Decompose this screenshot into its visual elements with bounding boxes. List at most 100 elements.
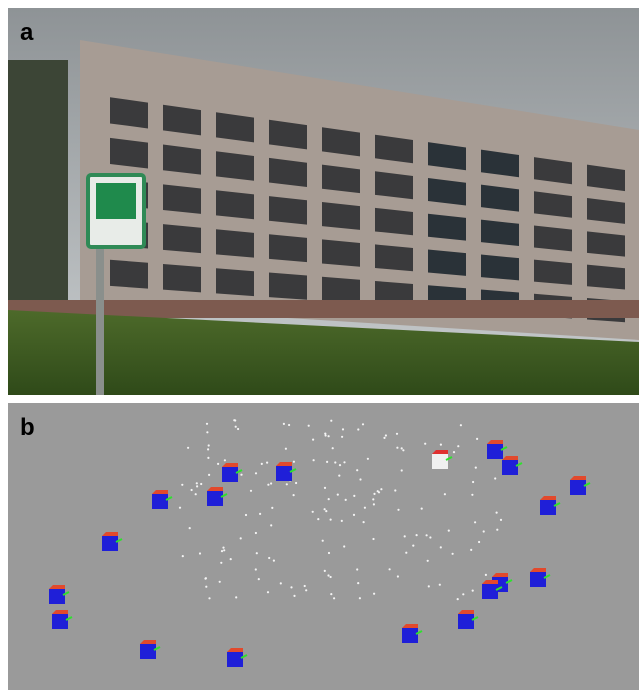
camera-body	[502, 460, 518, 475]
point	[332, 447, 334, 449]
camera-body	[402, 628, 418, 643]
point	[440, 546, 442, 548]
point	[362, 423, 364, 425]
point	[305, 589, 307, 591]
point	[200, 483, 202, 485]
window	[481, 220, 519, 246]
point	[261, 463, 263, 465]
point	[412, 545, 414, 547]
camera-body	[432, 454, 448, 469]
point	[234, 419, 236, 421]
point	[206, 431, 208, 433]
point	[258, 578, 260, 580]
point	[199, 552, 201, 554]
window	[163, 224, 201, 253]
window	[428, 214, 466, 241]
point	[372, 538, 374, 540]
point	[255, 568, 257, 570]
window	[481, 255, 519, 281]
point	[324, 433, 326, 435]
point	[208, 597, 210, 599]
window	[322, 239, 360, 266]
window	[216, 268, 254, 296]
window	[163, 184, 201, 214]
camera-body	[530, 572, 546, 587]
point	[181, 484, 183, 486]
point	[325, 434, 327, 436]
point	[324, 570, 326, 572]
point	[359, 597, 361, 599]
point	[304, 585, 306, 587]
point	[295, 482, 297, 484]
point	[421, 508, 423, 510]
point	[255, 472, 257, 474]
point	[356, 469, 358, 471]
point	[221, 550, 223, 552]
point	[474, 521, 476, 523]
window	[428, 249, 466, 275]
point	[394, 489, 396, 491]
point	[240, 474, 242, 476]
point	[328, 552, 330, 554]
point	[285, 448, 287, 450]
panel-label: b	[20, 414, 35, 441]
camera-body	[140, 644, 156, 659]
point	[353, 514, 355, 516]
point	[217, 463, 219, 465]
point	[330, 593, 332, 595]
point	[286, 483, 288, 485]
point	[220, 562, 222, 564]
point	[453, 451, 455, 453]
window	[269, 158, 307, 187]
point	[416, 534, 418, 536]
point	[325, 510, 327, 512]
point	[330, 420, 332, 422]
point	[343, 545, 345, 547]
point	[373, 493, 375, 495]
point	[478, 541, 480, 543]
sign-icon	[96, 183, 136, 219]
point	[428, 585, 430, 587]
point	[457, 445, 459, 447]
point	[207, 457, 209, 459]
panel-label: a	[20, 19, 34, 46]
point	[195, 493, 197, 495]
point	[475, 467, 477, 469]
window	[322, 165, 360, 194]
point	[373, 503, 375, 505]
point	[322, 540, 324, 542]
point	[472, 481, 474, 483]
point	[338, 475, 340, 477]
point	[230, 558, 232, 560]
point	[235, 426, 237, 428]
point	[396, 447, 398, 449]
point	[343, 461, 345, 463]
point	[182, 555, 184, 557]
window	[269, 272, 307, 299]
point	[389, 568, 391, 570]
point	[426, 534, 428, 536]
point	[206, 423, 208, 425]
point	[342, 428, 344, 430]
point	[328, 498, 330, 500]
point	[496, 511, 498, 513]
point	[472, 590, 474, 592]
camera-body	[276, 466, 292, 481]
point	[367, 458, 369, 460]
point	[405, 552, 407, 554]
point	[448, 530, 450, 532]
camera-body	[482, 584, 498, 599]
point	[189, 527, 191, 529]
point	[237, 428, 239, 430]
window	[269, 234, 307, 262]
point	[380, 488, 382, 490]
point	[312, 511, 314, 513]
point	[357, 428, 359, 430]
point	[396, 433, 398, 435]
point	[208, 444, 210, 446]
point	[271, 507, 273, 509]
point	[270, 482, 272, 484]
camera-body	[570, 480, 586, 495]
camera-body	[207, 491, 223, 506]
point	[462, 593, 464, 595]
